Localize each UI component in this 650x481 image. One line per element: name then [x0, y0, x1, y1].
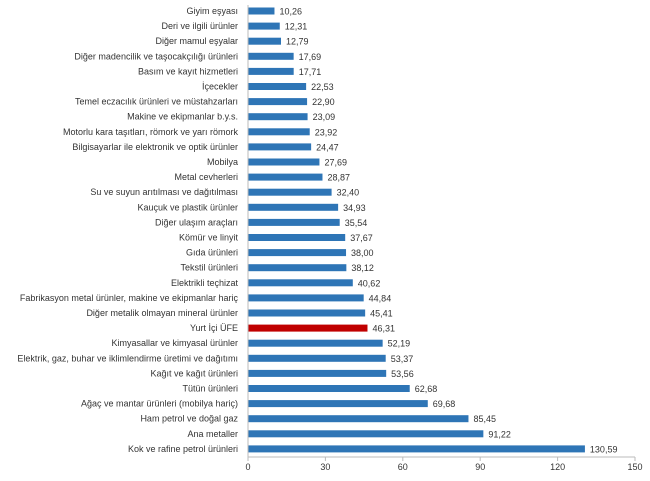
data-label: 22,90: [312, 97, 335, 107]
data-label: 53,56: [391, 369, 414, 379]
bar: [248, 188, 332, 196]
bar: [248, 203, 339, 211]
data-label: 40,62: [358, 278, 381, 288]
category-label: Kağıt ve kağıt ürünleri: [150, 368, 238, 378]
bar: [248, 400, 428, 408]
bar: [248, 294, 364, 302]
data-label: 37,67: [350, 233, 373, 243]
category-label: Kömür ve linyit: [179, 233, 239, 243]
category-label: Tekstil ürünleri: [180, 263, 238, 273]
x-tick-label: 120: [550, 462, 565, 472]
data-label: 85,45: [473, 414, 496, 424]
x-tick-label: 60: [398, 462, 408, 472]
category-label: Ana metaller: [187, 429, 238, 439]
category-label: Deri ve ilgili ürünler: [161, 21, 238, 31]
category-label: Diğer ulaşım araçları: [155, 217, 238, 227]
bar: [248, 98, 308, 106]
data-label: 52,19: [388, 339, 411, 349]
data-label: 22,53: [311, 82, 334, 92]
data-label: 45,41: [370, 309, 393, 319]
bar: [248, 113, 308, 121]
category-label: Mobilya: [207, 157, 238, 167]
bar: [248, 128, 310, 136]
data-label: 10,26: [279, 7, 302, 17]
x-tick-label: 0: [245, 462, 250, 472]
category-label: Tütün ürünleri: [182, 384, 238, 394]
bar: [248, 22, 280, 30]
category-label: Diğer metalik olmayan mineral ürünler: [86, 308, 238, 318]
x-tick-label: 150: [627, 462, 642, 472]
data-label: 28,87: [327, 173, 350, 183]
data-label: 12,79: [286, 37, 309, 47]
category-label: Diğer mamul eşyalar: [155, 36, 238, 46]
bar: [248, 264, 347, 272]
category-label: Bilgisayarlar ile elektronik ve optik ür…: [72, 142, 238, 152]
data-label: 34,93: [343, 203, 366, 213]
bar: [248, 309, 366, 317]
data-label: 35,54: [345, 218, 368, 228]
category-label: Diğer madencilik ve taşocakçılığı ürünle…: [74, 51, 238, 61]
data-label: 17,71: [299, 67, 322, 77]
category-label: Su ve suyun arıtılması ve dağıtılması: [90, 187, 238, 197]
category-label: İçecekler: [202, 82, 238, 92]
x-tick-label: 30: [320, 462, 330, 472]
bar: [248, 234, 346, 241]
bar: [248, 415, 469, 423]
bar: [248, 430, 484, 438]
bar: [248, 369, 387, 377]
category-label: Motorlu kara taşıtları, römork ve yarı r…: [63, 127, 239, 137]
category-label: Ham petrol ve doğal gaz: [140, 414, 238, 424]
data-label: 53,37: [391, 354, 414, 364]
category-label: Giyim eşyası: [186, 6, 238, 16]
bar: [248, 354, 386, 362]
bar: [248, 218, 340, 226]
category-label: Fabrikasyon metal ürünler, makine ve eki…: [20, 293, 239, 303]
data-label: 17,69: [299, 52, 322, 62]
category-label: Makine ve ekipmanlar b.y.s.: [127, 112, 238, 122]
bar: [248, 158, 320, 166]
bar: [248, 339, 383, 347]
bar: [248, 7, 275, 15]
data-label: 23,09: [313, 112, 336, 122]
data-label: 24,47: [316, 142, 339, 152]
data-label: 23,92: [315, 127, 338, 137]
category-label: Elektrik, gaz, buhar ve iklimlendirme ür…: [17, 353, 238, 363]
data-label: 38,12: [351, 263, 374, 273]
data-label: 27,69: [324, 158, 347, 168]
category-label: Yurt İçi ÜFE: [190, 323, 238, 333]
bar: [248, 67, 294, 75]
category-label: Elektrikli teçhizat: [171, 278, 239, 288]
category-label: Temel eczacılık ürünleri ve müstahzarlar…: [75, 97, 238, 107]
bar: [248, 249, 347, 257]
data-label: 69,68: [433, 399, 456, 409]
category-label: Metal cevherleri: [174, 172, 238, 182]
bar: [248, 445, 585, 453]
data-label: 12,31: [285, 22, 308, 32]
x-tick-label: 90: [475, 462, 485, 472]
category-label: Kimyasallar ve kimyasal ürünler: [111, 338, 238, 348]
bar-highlight: [248, 324, 368, 332]
bar: [248, 37, 281, 45]
bar: [248, 52, 294, 60]
data-label: 91,22: [488, 429, 511, 439]
bar: [248, 279, 353, 287]
data-label: 38,00: [351, 248, 374, 258]
data-label: 44,84: [369, 293, 392, 303]
bar: [248, 173, 323, 181]
category-label: Kauçuk ve plastik ürünler: [137, 202, 238, 212]
bar: [248, 143, 312, 151]
category-label: Gıda ürünleri: [186, 248, 238, 258]
category-label: Ağaç ve mantar ürünleri (mobilya hariç): [81, 399, 238, 409]
bar: [248, 83, 307, 90]
bar: [248, 385, 410, 392]
category-label: Basım ve kayıt hizmetleri: [138, 66, 238, 76]
data-label: 62,68: [415, 384, 438, 394]
data-label: 46,31: [372, 324, 395, 334]
data-label: 32,40: [337, 188, 360, 198]
data-label: 130,59: [590, 444, 618, 454]
category-label: Kok ve rafine petrol ürünleri: [128, 444, 238, 454]
